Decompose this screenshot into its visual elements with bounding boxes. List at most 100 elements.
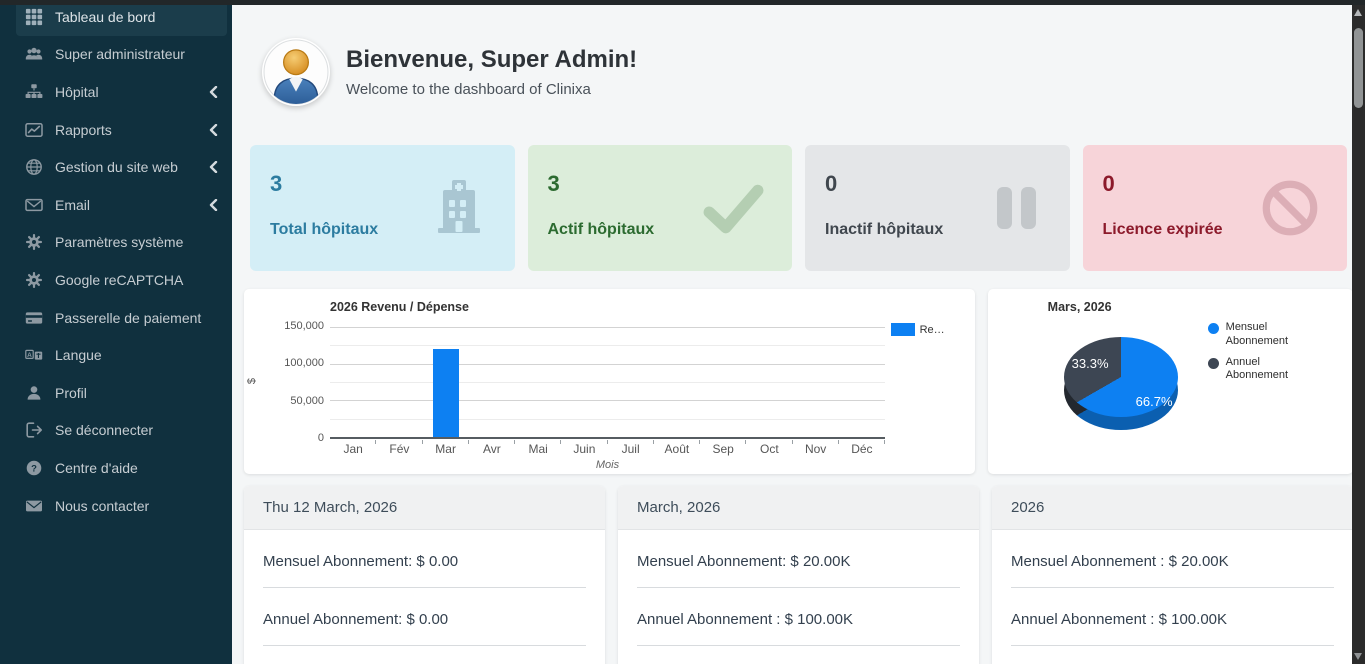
- bar-chart-x-ticks: Jan Fév Mar Avr Mai Juin Juil Août Sep O…: [330, 442, 885, 456]
- sidebar-item-profile[interactable]: Profil: [16, 374, 227, 412]
- x-tick-label: Juil: [621, 442, 640, 456]
- stat-label: Actif hôpitaux: [547, 221, 655, 238]
- scrollbar-up-arrow-icon[interactable]: [1354, 9, 1362, 16]
- sidebar-item-label: Paramètres système: [55, 234, 184, 251]
- x-tick-label: Fév: [389, 442, 410, 456]
- pie-chart-title: Mars, 2026: [1047, 300, 1112, 314]
- pie-legend: Mensuel Abonnement Annuel Abonnement: [1207, 321, 1306, 384]
- gridline: [330, 382, 885, 383]
- chevron-left-icon: [209, 198, 218, 211]
- bar-slot: [654, 327, 701, 444]
- bar-slot: [330, 327, 377, 444]
- bar-slot: [839, 327, 886, 444]
- bar-legend-swatch: [890, 323, 915, 336]
- bar-slot: [515, 327, 562, 444]
- sidebar-item-email[interactable]: Email: [16, 186, 227, 224]
- question-circle-icon: ?: [25, 459, 43, 477]
- summary-row: Annuel Abonnement : $ 100.00K: [1011, 588, 1334, 646]
- sidebar-item-label: Passerelle de paiement: [55, 309, 202, 326]
- x-tick-label: Avr: [482, 442, 501, 456]
- page-subtitle: Welcome to the dashboard of Clinixa: [346, 81, 591, 98]
- gridline: [330, 418, 885, 420]
- avatar: [262, 38, 330, 106]
- scrollbar-thumb[interactable]: [1354, 28, 1363, 108]
- y-tick-label: 100,000: [284, 357, 324, 370]
- x-tick-label: Mai: [528, 442, 548, 456]
- pie-legend-label: Annuel Abonnement: [1225, 355, 1289, 382]
- envelope-icon: [25, 196, 43, 214]
- summary-row: Mensuel Abonnement: $ 0.00: [263, 530, 586, 588]
- yearly-summary-card: 2026 Mensuel Abonnement : $ 20.00K Annue…: [992, 486, 1353, 664]
- sidebar-item-label: Google reCAPTCHA: [55, 271, 184, 288]
- sitemap-icon: [25, 83, 43, 101]
- sign-out-icon: [25, 421, 43, 439]
- stat-value: 3: [270, 171, 283, 196]
- x-tick-label: Jan: [343, 442, 363, 456]
- summary-row: Annuel Abonnement : $ 100.00K: [637, 588, 960, 646]
- sidebar-item-label: Hôpital: [55, 83, 99, 100]
- sidebar-item-reports[interactable]: Rapports: [16, 111, 227, 149]
- chevron-left-icon: [209, 161, 218, 174]
- welcome-section: Bienvenue, Super Admin! Welcome to the d…: [262, 36, 1353, 108]
- x-tick-label: Mar: [435, 442, 456, 456]
- sidebar-item-logout[interactable]: Se déconnecter: [16, 412, 227, 450]
- sidebar-item-system-settings[interactable]: Paramètres système: [16, 224, 227, 262]
- bar-column[interactable]: [432, 349, 459, 437]
- pie-graphic[interactable]: [1063, 337, 1178, 417]
- stat-value: 0: [1102, 171, 1115, 196]
- bar-series: [330, 327, 886, 444]
- sidebar-item-label: Rapports: [55, 121, 112, 138]
- bar-slot: [746, 327, 793, 444]
- users-icon: [25, 45, 43, 63]
- sidebar-item-dashboard[interactable]: Tableau de bord: [16, 5, 227, 36]
- bar-chart-legend[interactable]: Re…: [890, 323, 945, 336]
- sidebar-item-payment-gateway[interactable]: Passerelle de paiement: [16, 299, 227, 337]
- sidebar-item-language[interactable]: A Langue: [16, 336, 227, 374]
- stat-cards-row: 3 Total hôpitaux 3 Actif hôpitaux 0 Inac…: [244, 145, 1353, 271]
- sidebar-item-google-recaptcha[interactable]: Google reCAPTCHA: [16, 261, 227, 299]
- main-content: Bienvenue, Super Admin! Welcome to the d…: [232, 5, 1365, 664]
- person-avatar-icon: [263, 39, 329, 105]
- stat-card[interactable]: 3 Actif hôpitaux: [527, 145, 792, 271]
- y-tick-label: 150,000: [284, 320, 324, 332]
- welcome-text: Bienvenue, Super Admin! Welcome to the d…: [346, 46, 637, 98]
- svg-text:?: ?: [31, 463, 37, 474]
- revenue-bar-chart: 2026 Revenu / Dépense Re… $ 150,000 100,…: [244, 289, 975, 474]
- stat-card[interactable]: 0 Licence expirée: [1082, 145, 1347, 271]
- x-tick-label: Sep: [712, 442, 734, 456]
- summary-row: Mensuel Abonnement : $ 20.00K: [1011, 530, 1334, 588]
- gridline: [330, 363, 885, 365]
- user-icon: [25, 384, 43, 402]
- daily-summary-card: Thu 12 March, 2026 Mensuel Abonnement: $…: [244, 486, 605, 664]
- pie-legend-item[interactable]: Annuel Abonnement: [1207, 355, 1306, 384]
- sidebar-nav: Tableau de bord Super administrateur Hôp…: [0, 5, 232, 524]
- sidebar-item-help-center[interactable]: ? Centre d'aide: [16, 449, 227, 487]
- pie-slice-label: 66.7%: [1135, 394, 1173, 409]
- monthly-summary-card: March, 2026 Mensuel Abonnement: $ 20.00K…: [618, 486, 979, 664]
- bar-chart-x-axis-title: Mois: [595, 459, 620, 471]
- stat-card[interactable]: 0 Inactif hôpitaux: [805, 145, 1070, 271]
- check-icon: [698, 177, 768, 239]
- gridline: [330, 400, 885, 402]
- stat-value: 3: [547, 171, 560, 196]
- hospital-icon: [427, 176, 491, 240]
- pie-legend-item[interactable]: Mensuel Abonnement: [1207, 321, 1306, 349]
- sidebar-item-label: Super administrateur: [55, 46, 185, 63]
- sidebar-item-super-admin[interactable]: Super administrateur: [16, 36, 227, 74]
- y-tick-label: 0: [317, 432, 324, 444]
- chevron-left-icon: [209, 123, 218, 136]
- sidebar-item-hospital[interactable]: Hôpital: [16, 73, 227, 111]
- stat-card[interactable]: 3 Total hôpitaux: [250, 145, 515, 271]
- y-tick-label: 50,000: [290, 394, 324, 407]
- summary-card-title: March, 2026: [618, 486, 979, 530]
- bar-chart-y-axis-title: $: [246, 377, 258, 385]
- sidebar-item-label: Centre d'aide: [55, 459, 138, 476]
- globe-icon: [25, 158, 43, 176]
- pie-legend-dot: [1207, 323, 1219, 334]
- pie-slice-label: 33.3%: [1071, 356, 1109, 371]
- sidebar-item-website-management[interactable]: Gestion du site web: [16, 148, 227, 186]
- summary-card-title: 2026: [992, 486, 1353, 530]
- sidebar-item-contact-us[interactable]: Nous contacter: [16, 487, 227, 525]
- page-scrollbar[interactable]: [1352, 5, 1365, 664]
- scrollbar-down-arrow-icon[interactable]: [1354, 653, 1362, 660]
